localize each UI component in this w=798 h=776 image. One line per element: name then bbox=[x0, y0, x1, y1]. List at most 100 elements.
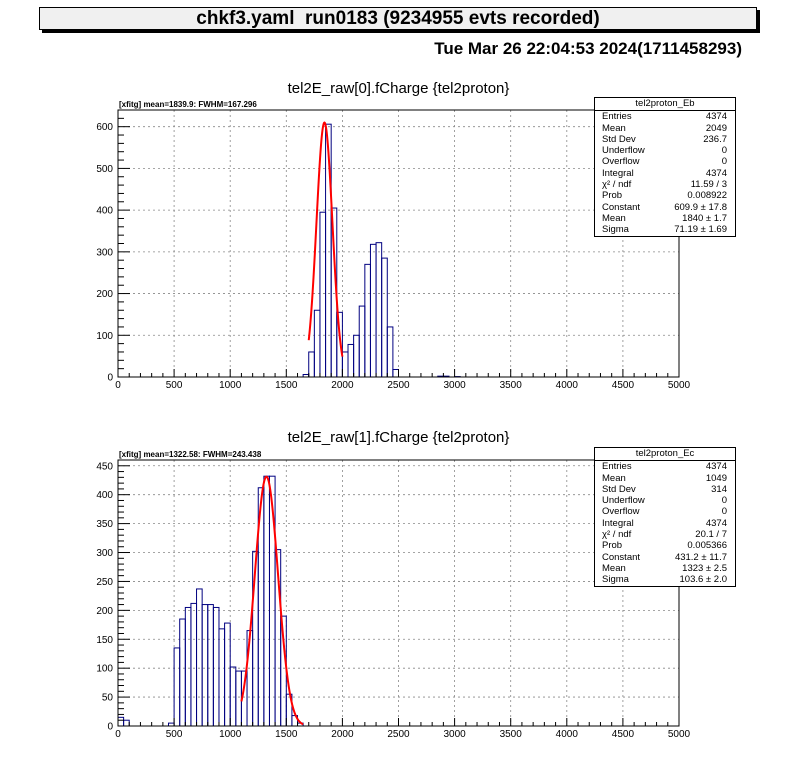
stats-key: Prob bbox=[602, 190, 623, 202]
stats-value: 609.9 ± 17.8 bbox=[674, 201, 727, 213]
histogram-bar bbox=[196, 588, 203, 727]
stats-row: χ² / ndf 11.59 / 3 bbox=[595, 179, 735, 190]
stats-row: Entries 4374 bbox=[595, 111, 735, 122]
stats-key: Integral bbox=[602, 167, 634, 179]
stats-row: χ² / ndf 20.1 / 7 bbox=[595, 529, 735, 540]
x-tick-label: 3000 bbox=[443, 729, 466, 740]
y-tick-label: 400 bbox=[96, 206, 113, 217]
histogram-bar bbox=[207, 604, 214, 727]
histogram-top: tel2E_raw[0].fCharge {tel2proton} [xfitg]… bbox=[96, 80, 691, 391]
stats-value: 0 bbox=[721, 156, 727, 168]
histogram-bar bbox=[173, 647, 181, 727]
stats-row: Prob 0.005366 bbox=[595, 540, 735, 551]
x-tick-label: 500 bbox=[166, 729, 183, 740]
stats-key: Mean bbox=[602, 212, 626, 224]
x-tick-label: 5000 bbox=[668, 380, 691, 391]
stats-row: Underflow 0 bbox=[595, 145, 735, 156]
histogram-bar bbox=[375, 242, 383, 378]
stats-value: 20.1 / 7 bbox=[695, 529, 727, 541]
stats-row: Constant 609.9 ± 17.8 bbox=[595, 202, 735, 213]
y-tick-label: 200 bbox=[96, 606, 113, 617]
stats-box-name: tel2proton_Eb bbox=[595, 98, 735, 112]
histogram-bar bbox=[117, 716, 125, 727]
stats-row: Overflow 0 bbox=[595, 156, 735, 167]
y-tick-label: 250 bbox=[96, 577, 113, 588]
stats-value: 103.6 ± 2.0 bbox=[679, 574, 727, 586]
stats-rows: Entries 4374 Mean 1049 Std Dev 314 Underflow 0 O… bbox=[595, 461, 735, 585]
stats-value: 236.7 bbox=[703, 133, 727, 145]
datestamp: Tue Mar 26 22:04:53 2024(1711458293) bbox=[434, 39, 742, 58]
histogram-bar bbox=[369, 243, 377, 378]
stats-key: Underflow bbox=[602, 495, 645, 507]
y-tick-label: 100 bbox=[96, 664, 113, 675]
histogram-bar bbox=[386, 326, 394, 378]
stats-key: Sigma bbox=[602, 574, 629, 586]
y-tick-label: 350 bbox=[96, 519, 113, 530]
stats-row: Entries 4374 bbox=[595, 461, 735, 472]
x-tick-label: 4000 bbox=[556, 729, 579, 740]
x-tick-label: 1000 bbox=[219, 729, 242, 740]
histogram-bar bbox=[218, 628, 226, 727]
stats-box-bottom[interactable]: tel2proton_Ec Entries 4374 Mean 1049 Std Dev… bbox=[594, 447, 736, 587]
histogram-bar bbox=[229, 666, 237, 727]
histogram-bar bbox=[313, 309, 321, 378]
stats-row: Sigma 103.6 ± 2.0 bbox=[595, 574, 735, 585]
stats-value: 1323 ± 2.5 bbox=[682, 562, 727, 574]
chart-title: tel2E_raw[1].fCharge {tel2proton} bbox=[288, 429, 510, 446]
stats-row: Mean 1840 ± 1.7 bbox=[595, 213, 735, 224]
stats-key: Underflow bbox=[602, 145, 645, 157]
stats-row: Mean 1323 ± 2.5 bbox=[595, 563, 735, 574]
stats-rows: Entries 4374 Mean 2049 Std Dev 236.7 Underflow… bbox=[595, 111, 735, 235]
histogram-bar bbox=[308, 351, 315, 378]
x-tick-label: 3500 bbox=[500, 380, 523, 391]
histogram-bars bbox=[302, 123, 461, 378]
fit-label: [xfitg] mean=1839.9: FWHM=167.296 bbox=[119, 100, 257, 109]
stats-key: Constant bbox=[602, 551, 641, 563]
x-tick-label: 500 bbox=[166, 380, 183, 391]
histogram-bar bbox=[179, 618, 186, 727]
stats-key: Std Dev bbox=[602, 483, 636, 495]
stats-value: 314 bbox=[711, 483, 727, 495]
stats-value: 71.19 ± 1.69 bbox=[674, 224, 727, 236]
histogram-bar bbox=[353, 334, 360, 378]
stats-key: Sigma bbox=[602, 224, 629, 236]
histogram-bar bbox=[235, 670, 242, 727]
stats-value: 1840 ± 1.7 bbox=[682, 212, 727, 224]
stats-row: Mean 2049 bbox=[595, 123, 735, 134]
stats-key: χ² / ndf bbox=[602, 179, 632, 191]
x-tick-label: 4500 bbox=[612, 729, 635, 740]
x-tick-label: 4000 bbox=[556, 380, 579, 391]
stats-row: Integral 4374 bbox=[595, 518, 735, 529]
x-tick-label: 3500 bbox=[500, 729, 523, 740]
stats-key: Prob bbox=[602, 540, 623, 552]
x-tick-label: 4500 bbox=[612, 380, 635, 391]
y-tick-label: 450 bbox=[96, 461, 113, 472]
y-tick-label: 50 bbox=[102, 693, 114, 704]
histogram-bar bbox=[347, 343, 355, 378]
histogram-bar bbox=[319, 211, 327, 378]
fit-label: [xfitg] mean=1322.58: FWHM=243.438 bbox=[119, 450, 262, 459]
x-tick-label: 1000 bbox=[219, 380, 242, 391]
y-tick-label: 500 bbox=[96, 164, 113, 175]
y-tick-label: 0 bbox=[107, 373, 113, 384]
stats-box-top[interactable]: tel2proton_Eb Entries 4374 Mean 2049 Std Dev… bbox=[594, 97, 736, 237]
x-tick-label: 2000 bbox=[331, 729, 354, 740]
stats-key: Constant bbox=[602, 201, 641, 213]
y-tick-label: 100 bbox=[96, 331, 113, 342]
y-tick-label: 400 bbox=[96, 490, 113, 501]
stats-box-name: tel2proton_Ec bbox=[595, 448, 735, 462]
histogram-bar bbox=[123, 719, 130, 727]
stats-row: Prob 0.008922 bbox=[595, 190, 735, 201]
stats-value: 1049 bbox=[705, 472, 727, 484]
x-tick-label: 0 bbox=[115, 729, 121, 740]
histogram-bar bbox=[190, 602, 198, 727]
stats-key: Overflow bbox=[602, 156, 640, 168]
x-tick-label: 2000 bbox=[331, 380, 354, 391]
y-tick-label: 600 bbox=[96, 122, 113, 133]
x-tick-label: 1500 bbox=[275, 380, 298, 391]
y-tick-label: 300 bbox=[96, 247, 113, 258]
chart-title: tel2E_raw[0].fCharge {tel2proton} bbox=[288, 80, 510, 97]
y-tick-label: 300 bbox=[96, 548, 113, 559]
stats-row: Integral 4374 bbox=[595, 168, 735, 179]
x-tick-label: 1500 bbox=[275, 729, 298, 740]
